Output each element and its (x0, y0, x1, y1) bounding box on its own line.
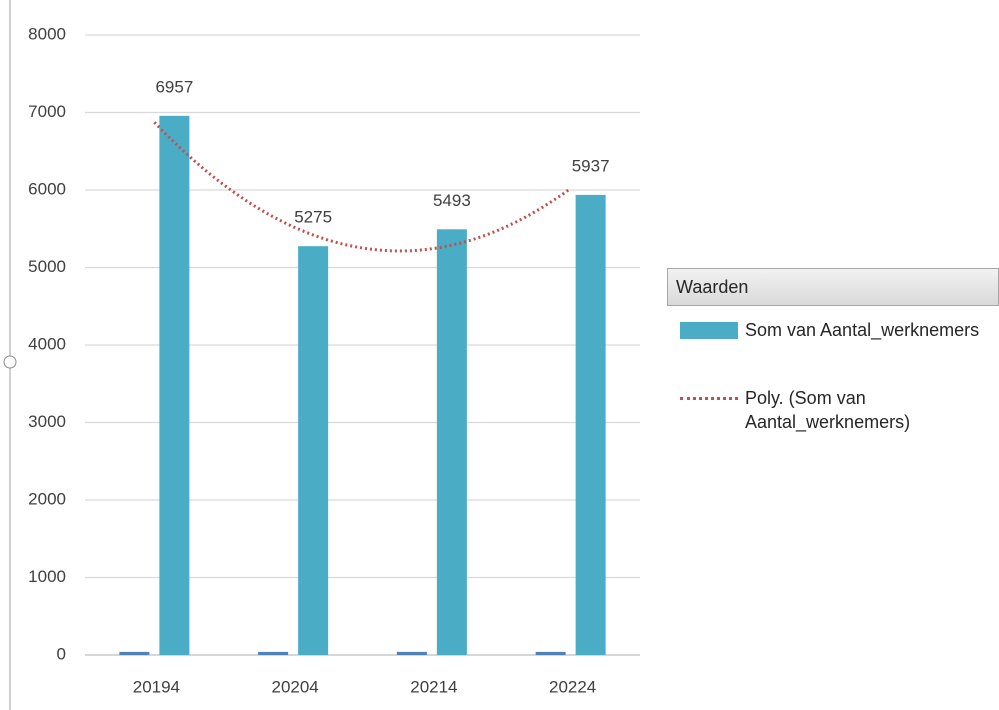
bar (298, 246, 329, 655)
bar (119, 651, 150, 655)
legend-label: Som van Aantal_werknemers (745, 320, 980, 340)
bar (436, 229, 467, 656)
legend-swatch (680, 397, 738, 400)
bar (159, 115, 190, 655)
bar (575, 194, 606, 655)
y-tick-label: 0 (57, 644, 66, 663)
legend-swatch (680, 322, 738, 339)
bar (396, 651, 427, 655)
y-tick-label: 2000 (28, 489, 66, 508)
legend-label: Poly. (Som van Aantal_werknemers) (745, 388, 911, 432)
legend-item: Som van Aantal_werknemers (667, 318, 999, 342)
legend-title: Waarden (667, 268, 999, 306)
legend-item: Poly. (Som van Aantal_werknemers) (667, 386, 935, 434)
resize-handle (3, 355, 17, 369)
data-label: 5937 (572, 156, 610, 175)
y-tick-label: 3000 (28, 412, 66, 431)
y-tick-label: 5000 (28, 257, 66, 276)
x-tick-label: 20194 (133, 677, 180, 696)
y-tick-label: 4000 (28, 334, 66, 353)
y-tick-label: 7000 (28, 102, 66, 121)
y-tick-label: 8000 (28, 24, 66, 43)
y-tick-label: 6000 (28, 179, 66, 198)
x-tick-label: 20214 (410, 677, 457, 696)
data-label: 5275 (294, 208, 332, 227)
y-tick-label: 1000 (28, 567, 66, 586)
trendline (153, 121, 572, 253)
data-label: 5493 (433, 191, 471, 210)
bar (535, 651, 566, 655)
x-tick-label: 20224 (549, 677, 596, 696)
legend: Waarden Som van Aantal_werknemers Poly. … (667, 268, 999, 434)
bar (258, 651, 289, 655)
data-label: 6957 (155, 77, 193, 96)
x-tick-label: 20204 (271, 677, 318, 696)
